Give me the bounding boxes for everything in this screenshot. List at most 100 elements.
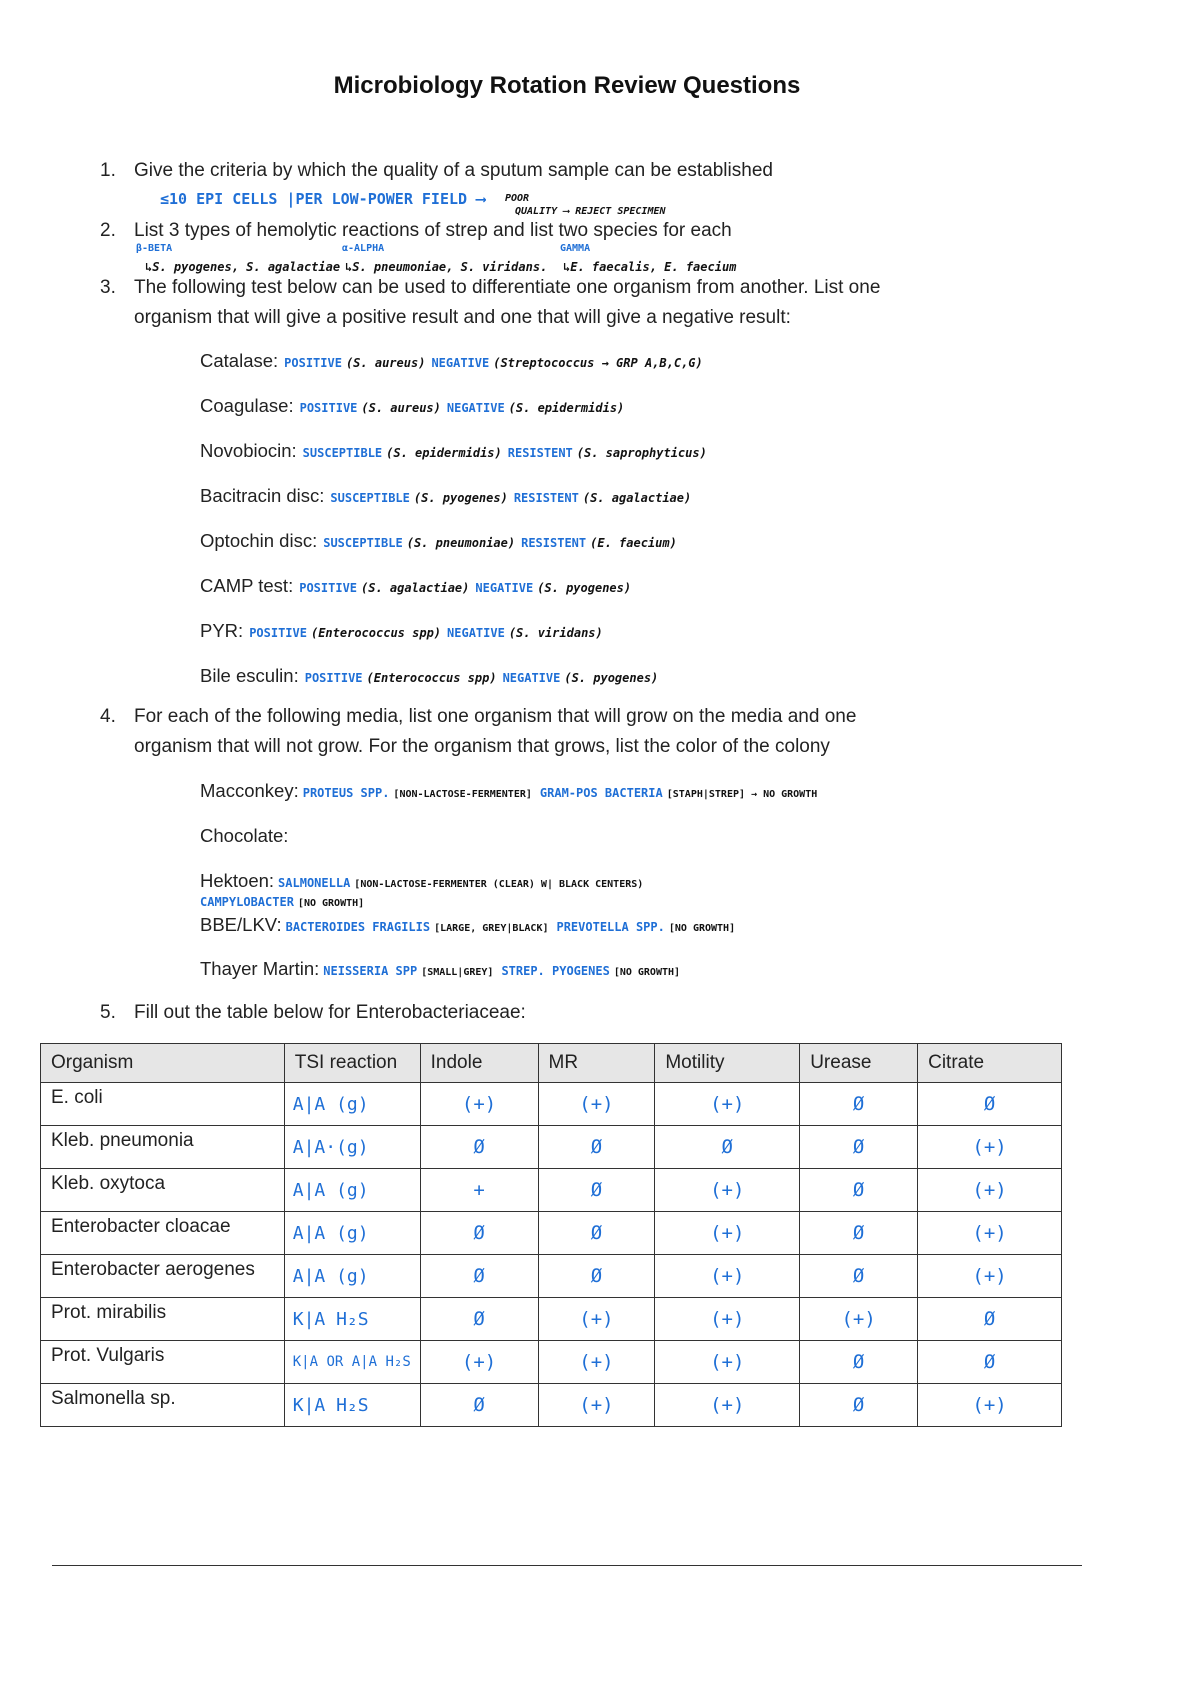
- column-header: Urease: [799, 1043, 919, 1083]
- result-cell: (+): [917, 1168, 1062, 1212]
- no-growth-note: [NO GROWTH]: [613, 967, 681, 978]
- q1-answer: ≤10 EPI CELLS |PER LOW-POWER FIELD ⟶: [160, 190, 486, 208]
- result-cell: Ø: [419, 1383, 539, 1427]
- result-cell: Ø: [799, 1211, 919, 1255]
- result-cell: (+): [419, 1082, 539, 1126]
- positive-result: SUSCEPTIBLE: [323, 536, 403, 550]
- result-cell: Ø: [917, 1082, 1062, 1126]
- positive-result: POSITIVE: [284, 356, 342, 370]
- test-label: CAMP test:: [200, 575, 294, 596]
- negative-result: NEGATIVE: [475, 581, 534, 595]
- result-cell: (+): [654, 1168, 801, 1212]
- result-cell: Ø: [917, 1340, 1062, 1384]
- result-cell: K|A H₂S: [283, 1297, 421, 1341]
- result-cell: Ø: [537, 1211, 656, 1255]
- result-cell: (+): [419, 1340, 539, 1384]
- result-cell: Ø: [419, 1254, 539, 1298]
- result-cell: Ø: [799, 1082, 919, 1126]
- q1-number: 1.: [100, 160, 116, 181]
- hemolysis-type: GAMMA: [560, 243, 591, 254]
- result-cell: K|A OR A|A H₂S: [283, 1340, 421, 1384]
- result-cell: Ø: [799, 1340, 919, 1384]
- no-growth-note: [STAPH|STREP] → NO GROWTH: [666, 789, 818, 800]
- negative-result: NEGATIVE: [431, 356, 490, 370]
- result-cell: Ø: [537, 1125, 656, 1169]
- test-label: Novobiocin:: [200, 440, 297, 461]
- result-cell: (+): [917, 1254, 1062, 1298]
- table-row: E. coli A|A (g) (+) (+) (+) Ø Ø: [40, 1082, 1062, 1126]
- table-row: Kleb. oxytoca A|A (g) + Ø (+) Ø (+): [40, 1168, 1062, 1212]
- negative-result: RESISTENT: [521, 536, 587, 550]
- grows-note: [NON-LACTOSE-FERMENTER (CLEAR) W| BLACK …: [354, 879, 644, 890]
- organism-cell: Enterobacter aerogenes: [40, 1254, 285, 1298]
- hemolysis-type: α-ALPHA: [342, 243, 385, 254]
- q3-text: organism that will give a positive resul…: [134, 307, 791, 328]
- negative-result: RESISTENT: [507, 446, 573, 460]
- column-header: MR: [537, 1043, 656, 1083]
- no-growth-organism: GRAM-POS BACTERIA: [539, 786, 663, 800]
- negative-organism: (S. pyogenes): [537, 581, 632, 595]
- result-cell: (+): [654, 1383, 801, 1427]
- media-row: Thayer Martin: NEISSERIA SPP [SMALL|GREY] S…: [200, 958, 680, 980]
- result-cell: Ø: [799, 1125, 919, 1169]
- positive-organism: (S. aureus): [361, 401, 441, 415]
- result-cell: (+): [537, 1340, 656, 1384]
- no-growth-organism: CAMPYLOBACTER: [200, 895, 294, 909]
- media-label: Macconkey:: [200, 780, 299, 801]
- hemolysis-type: β-BETA: [136, 243, 173, 254]
- result-cell: (+): [917, 1125, 1062, 1169]
- result-cell: Ø: [799, 1383, 919, 1427]
- table-row: Enterobacter aerogenes A|A (g) Ø Ø (+) Ø (+): [40, 1254, 1062, 1298]
- positive-organism: (S. pneumoniae): [406, 536, 516, 550]
- negative-result: RESISTENT: [513, 491, 579, 505]
- result-cell: (+): [654, 1340, 801, 1384]
- no-growth-note: [NO GROWTH]: [668, 923, 736, 934]
- q4-number: 4.: [100, 706, 116, 727]
- organism-cell: Prot. mirabilis: [40, 1297, 285, 1341]
- negative-result: NEGATIVE: [447, 626, 505, 640]
- test-row: PYR: POSITIVE (Enterococcus spp) NEGATIVE (S…: [200, 620, 603, 642]
- hemolysis-species: ↳S. pneumoniae, S. viridans.: [345, 260, 548, 274]
- organism-cell: Salmonella sp.: [40, 1383, 285, 1427]
- negative-organism: (S. saprophyticus): [576, 446, 707, 460]
- media-row: BBE/LKV: BACTEROIDES FRAGILIS [LARGE, GREY…: [200, 914, 735, 936]
- media-row: CAMPYLOBACTER [NO GROWTH]: [200, 893, 364, 911]
- media-label: Thayer Martin:: [200, 958, 320, 979]
- test-row: Optochin disc: SUSCEPTIBLE (S. pneumoniae)…: [200, 530, 677, 552]
- grows-note: [SMALL|GREY]: [421, 967, 494, 978]
- result-cell: (+): [917, 1211, 1062, 1255]
- table-row: Prot. mirabilis K|A H₂S Ø (+) (+) (+) Ø: [40, 1297, 1062, 1341]
- table-row: Kleb. pneumonia A|A·(g) Ø Ø Ø Ø (+): [40, 1125, 1062, 1169]
- q4-text: organism that will not grow. For the org…: [134, 736, 830, 757]
- negative-organism: (S. pyogenes): [564, 671, 659, 685]
- q1-text: Give the criteria by which the quality o…: [134, 160, 773, 181]
- negative-organism: (S. viridans): [508, 626, 603, 640]
- result-cell: K|A H₂S: [283, 1383, 421, 1427]
- result-cell: (+): [537, 1383, 656, 1427]
- q2-number: 2.: [100, 220, 116, 241]
- media-label: BBE/LKV:: [200, 914, 282, 935]
- positive-organism: (S. epidermidis): [386, 446, 502, 460]
- column-header: Citrate: [917, 1043, 1062, 1083]
- media-label: Hektoen:: [200, 870, 275, 891]
- column-header: Organism: [40, 1043, 285, 1083]
- result-cell: Ø: [419, 1125, 539, 1169]
- grows-note: [NON-LACTOSE-FERMENTER]: [393, 789, 532, 800]
- positive-result: SUSCEPTIBLE: [330, 491, 410, 505]
- q5-number: 5.: [100, 1002, 116, 1023]
- test-label: Bacitracin disc:: [200, 485, 325, 506]
- negative-organism: (S. epidermidis): [508, 401, 625, 415]
- result-cell: (+): [654, 1297, 801, 1341]
- q3-number: 3.: [100, 277, 116, 298]
- no-growth-organism: STREP. PYOGENES: [501, 964, 610, 978]
- result-cell: A|A·(g): [283, 1125, 421, 1169]
- table-row: Prot. Vulgaris K|A OR A|A H₂S (+) (+) (+) Ø Ø: [40, 1340, 1062, 1384]
- negative-organism: (S. agalactiae): [582, 491, 692, 505]
- test-label: Catalase:: [200, 350, 279, 371]
- test-row: CAMP test: POSITIVE (S. agalactiae) NEGATIV…: [200, 575, 631, 597]
- result-cell: A|A (g): [283, 1254, 421, 1298]
- negative-result: NEGATIVE: [502, 671, 561, 685]
- media-label: Chocolate:: [200, 825, 289, 846]
- hemolysis-species: ↳S. pyogenes, S. agalactiae: [145, 260, 341, 274]
